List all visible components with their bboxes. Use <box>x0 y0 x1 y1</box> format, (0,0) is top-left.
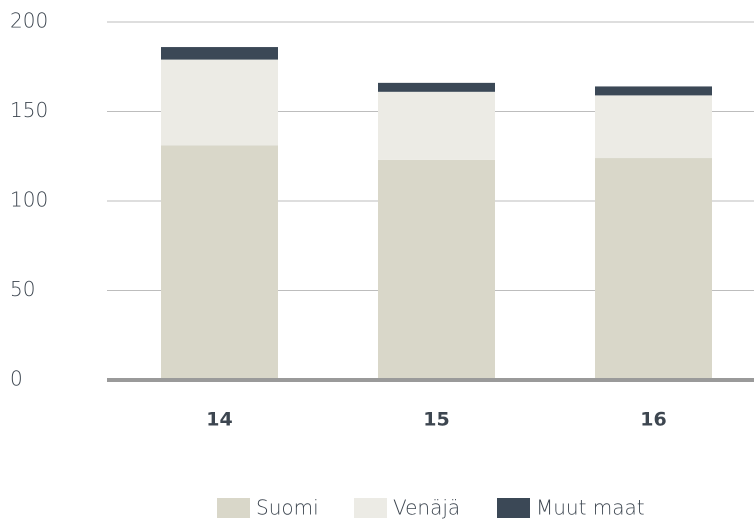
y-tick-label: 0 <box>10 367 23 391</box>
legend-label: Suomi <box>256 496 319 520</box>
bar-segment <box>595 158 712 380</box>
x-tick-label: 16 <box>640 409 666 431</box>
bar-segment <box>595 95 712 159</box>
y-tick-label: 200 <box>10 9 48 33</box>
legend-swatch <box>354 498 387 518</box>
legend-label: Muut maat <box>536 496 645 520</box>
bar-segment <box>161 47 278 60</box>
legend-label: Venäjä <box>393 496 460 520</box>
bar-segment <box>378 91 495 160</box>
y-tick-label: 50 <box>10 277 35 301</box>
legend-swatch <box>217 498 250 518</box>
x-tick-label: 14 <box>206 409 232 431</box>
y-tick-label: 150 <box>10 98 48 122</box>
y-tick-label: 100 <box>10 188 48 212</box>
bar-segment <box>161 145 278 380</box>
bar-segment <box>161 59 278 146</box>
bar-segment <box>378 82 495 92</box>
bar-segment <box>595 86 712 96</box>
legend-swatch <box>497 498 530 518</box>
bar-segment <box>378 159 495 380</box>
x-tick-label: 15 <box>423 409 449 431</box>
